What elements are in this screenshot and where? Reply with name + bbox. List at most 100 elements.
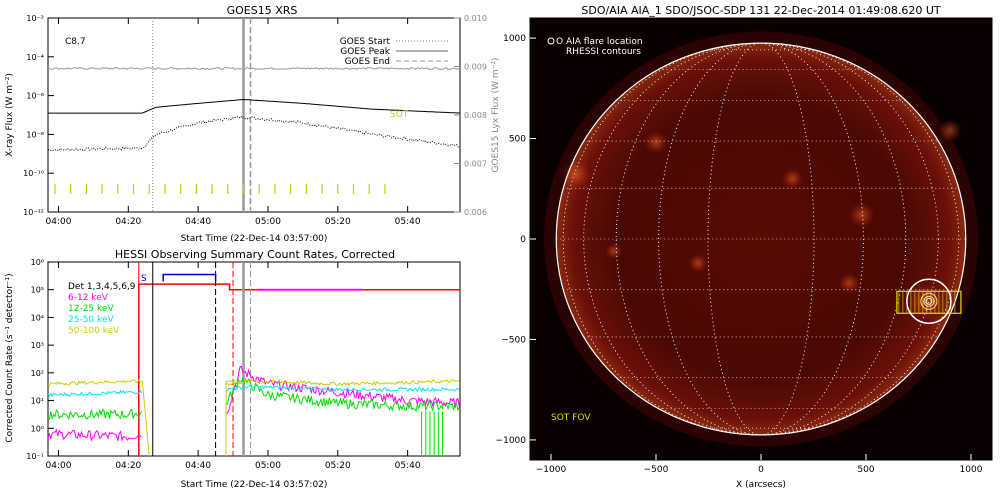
aia-legend-circle-icon bbox=[547, 37, 555, 45]
aia-active-region bbox=[561, 160, 591, 189]
goes-content: 04:00 04:20 04:40 05:00 05:20 05:40 10⁻¹² 10⁻¹⁰… bbox=[23, 14, 487, 227]
hessi-ytick-label: 10⁶ bbox=[31, 258, 44, 267]
aia-active-region bbox=[938, 119, 962, 142]
hessi-legend: Det 1,3,4,5,6,9 6-12 keV 12-25 keV 25-50… bbox=[68, 282, 136, 336]
hessi-s-label: S bbox=[141, 274, 147, 284]
goes-legend-peak: GOES Peak bbox=[340, 47, 390, 57]
hessi-legend-12-25: 12-25 keV bbox=[68, 304, 114, 314]
aia-active-region bbox=[905, 283, 944, 320]
goes-ytick-right-label: 0.007 bbox=[464, 160, 487, 169]
aia-ytick-label: −1000 bbox=[496, 436, 527, 446]
hessi-xtick-label: 05:20 bbox=[325, 461, 351, 471]
aia-title: SDO/AIA AIA_1 SDO/JSOC-SDP 131 22-Dec-20… bbox=[581, 4, 940, 17]
goes-xtick-label: 05:20 bbox=[325, 217, 351, 227]
hessi-xtick-label: 05:40 bbox=[395, 461, 421, 471]
goes-series-2 bbox=[47, 66, 461, 71]
hessi-saa-bar bbox=[162, 273, 217, 282]
aia-longitude-line bbox=[707, 42, 815, 436]
hessi-panel: HESSI Observing Summary Count Rates, Cor… bbox=[5, 248, 461, 490]
aia-ytick-label: 500 bbox=[509, 135, 526, 145]
hessi-series-3-seg0 bbox=[47, 378, 142, 387]
aia-xlabel: X (arcsecs) bbox=[736, 480, 786, 490]
goes-xtick-label: 05:00 bbox=[255, 217, 281, 227]
goes-annotation: C8.7 bbox=[65, 37, 86, 47]
aia-active-region bbox=[644, 131, 668, 154]
goes-title: GOES15 XRS bbox=[227, 4, 298, 17]
aia-active-region bbox=[849, 202, 875, 227]
hessi-yellow-drop bbox=[141, 381, 150, 457]
aia-xtick-label: 1000 bbox=[960, 465, 983, 475]
goes-ytick-label: 10⁻² bbox=[26, 14, 44, 23]
goes-series-1 bbox=[47, 115, 461, 152]
hessi-yellow-rise bbox=[225, 380, 241, 456]
goes-ytick-right-label: 0.008 bbox=[464, 111, 487, 120]
goes-ytick-label: 10⁻¹² bbox=[23, 208, 44, 217]
aia-longitude-line bbox=[562, 42, 960, 436]
aia-ytick-label: 0 bbox=[520, 235, 526, 245]
hessi-ytick-label: 10³ bbox=[31, 341, 44, 350]
goes-xtick-label: 04:20 bbox=[115, 217, 141, 227]
aia-active-region bbox=[688, 254, 708, 273]
hessi-ytick-label: 10⁵ bbox=[31, 286, 44, 295]
aia-rhessi-contour bbox=[920, 292, 938, 310]
aia-limb bbox=[555, 42, 967, 436]
goes-ytick-label: 10⁻⁸ bbox=[26, 130, 44, 139]
hessi-xtick-label: 04:40 bbox=[185, 461, 211, 471]
hessi-detectors-label: Det 1,3,4,5,6,9 bbox=[68, 282, 136, 292]
hessi-series-1-seg0 bbox=[47, 408, 143, 421]
hessi-attenuator-line bbox=[138, 283, 460, 456]
hessi-series-0-seg1 bbox=[225, 365, 460, 414]
aia-legend-flare: O AIA flare location bbox=[556, 37, 643, 47]
aia-content bbox=[543, 31, 979, 447]
hessi-ytick-label: 10⁰ bbox=[31, 424, 44, 433]
aia-xtick-label: 0 bbox=[758, 465, 764, 475]
goes-legend-end: GOES End bbox=[345, 57, 390, 67]
hessi-series-2-seg0 bbox=[47, 389, 143, 397]
goes-sot-label: SOT bbox=[390, 110, 409, 120]
hessi-xtick-label: 04:00 bbox=[46, 461, 72, 471]
goes-ylabel: X-ray Flux (W m⁻²) bbox=[5, 73, 15, 157]
hessi-xlabel: Start Time (22-Dec-14 03:57:02) bbox=[181, 480, 328, 490]
hessi-xtick-label: 04:20 bbox=[115, 461, 141, 471]
aia-panel: SDO/AIA AIA_1 SDO/JSOC-SDP 131 22-Dec-20… bbox=[496, 4, 993, 490]
hessi-ytick-label: 10¹ bbox=[31, 397, 44, 406]
aia-sot-fov-label: SOT FOV bbox=[551, 413, 591, 423]
hessi-ytick-label: 10² bbox=[31, 369, 44, 378]
goes-ytick-right-label: 0.010 bbox=[464, 14, 487, 23]
aia-ytick-label: 1000 bbox=[503, 34, 526, 44]
hessi-legend-6-12: 6-12 keV bbox=[68, 293, 109, 303]
goes-ytick-label: 10⁻⁴ bbox=[26, 53, 44, 62]
goes-xtick-label: 05:40 bbox=[395, 217, 421, 227]
goes-ytick-right-label: 0.009 bbox=[464, 63, 487, 72]
goes-panel: GOES15 XRS C8.7 04:00 04:20 04:40 05:00 05:2… bbox=[5, 4, 501, 244]
hessi-series-0-seg0 bbox=[47, 428, 143, 442]
aia-longitude-line bbox=[658, 42, 864, 436]
hessi-series-1-seg1 bbox=[225, 376, 460, 413]
aia-legend-rhessi: RHESSI contours bbox=[566, 47, 641, 57]
hessi-title: HESSI Observing Summary Count Rates, Cor… bbox=[115, 248, 395, 261]
hessi-xtick-label: 05:00 bbox=[255, 461, 281, 471]
goes-ytick-label: 10⁻¹⁰ bbox=[23, 169, 44, 178]
goes-ylabel-right: GOES15 Lyx Flux (W m⁻²) bbox=[491, 58, 501, 173]
hessi-content: 04:00 04:20 04:40 05:00 05:20 05:40 10⁻¹ 10⁰ 10¹… bbox=[26, 258, 460, 471]
aia-xtick-label: −1000 bbox=[536, 465, 567, 475]
goes-ytick-right-label: 0.006 bbox=[464, 208, 487, 217]
hessi-legend-50-100: 50-100 keV bbox=[68, 326, 120, 336]
aia-xtick-label: 500 bbox=[857, 465, 874, 475]
hessi-ytick-label: 10⁴ bbox=[31, 313, 44, 322]
goes-ytick-label: 10⁻⁶ bbox=[26, 92, 44, 101]
goes-xtick-label: 04:00 bbox=[46, 217, 72, 227]
aia-xtick-label: −500 bbox=[644, 465, 669, 475]
aia-rhessi-contour bbox=[925, 297, 933, 305]
goes-xtick-label: 04:40 bbox=[185, 217, 211, 227]
hessi-ylabel: Corrected Count Rate (s⁻¹ detector⁻¹) bbox=[5, 273, 15, 442]
hessi-series-3-seg1 bbox=[225, 378, 460, 387]
goes-series-0 bbox=[48, 98, 461, 114]
goes-xlabel: Start Time (22-Dec-14 03:57:00) bbox=[181, 234, 328, 244]
aia-active-region bbox=[782, 168, 803, 189]
aia-longitude-line bbox=[583, 42, 939, 436]
aia-rhessi-contour bbox=[923, 295, 935, 307]
aia-active-region bbox=[838, 273, 860, 294]
hessi-series-2-seg1 bbox=[225, 384, 460, 393]
